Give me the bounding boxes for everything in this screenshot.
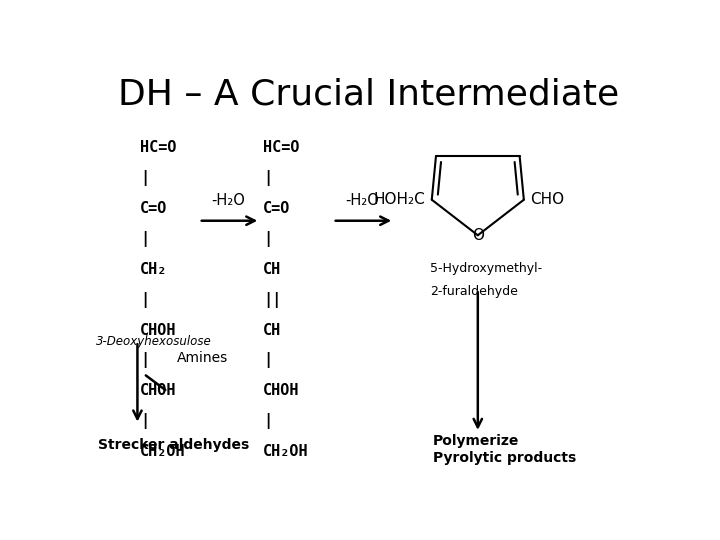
Text: |: |	[263, 353, 272, 368]
Text: |: |	[263, 231, 272, 247]
Text: -H₂O: -H₂O	[212, 193, 246, 208]
Text: |: |	[140, 413, 149, 429]
Text: 2-furaldehyde: 2-furaldehyde	[431, 285, 518, 298]
Text: HC=O: HC=O	[263, 140, 300, 156]
Text: CH₂OH: CH₂OH	[263, 444, 309, 459]
Text: CH₂OH: CH₂OH	[140, 444, 186, 459]
Text: |: |	[140, 170, 149, 186]
Text: |: |	[140, 292, 149, 308]
Text: CH: CH	[263, 262, 282, 277]
Text: HC=O: HC=O	[140, 140, 176, 156]
Text: |: |	[140, 231, 149, 247]
Text: O: O	[472, 228, 484, 243]
Text: HOH₂C: HOH₂C	[374, 192, 425, 207]
Text: Amines: Amines	[176, 351, 228, 365]
Text: 3-Deoxyhexosulose: 3-Deoxyhexosulose	[96, 335, 212, 348]
Text: Polymerize: Polymerize	[433, 434, 520, 448]
Text: CHOH: CHOH	[263, 383, 300, 399]
Text: CH: CH	[263, 322, 282, 338]
Text: 5-Hydroxymethyl-: 5-Hydroxymethyl-	[431, 262, 542, 275]
Text: CHOH: CHOH	[140, 322, 176, 338]
Text: DH – A Crucial Intermediate: DH – A Crucial Intermediate	[118, 77, 620, 111]
Text: C=O: C=O	[140, 201, 168, 216]
Text: CH₂: CH₂	[140, 262, 168, 277]
Text: Pyrolytic products: Pyrolytic products	[433, 451, 577, 465]
Text: Strecker aldehydes: Strecker aldehydes	[99, 438, 250, 453]
Text: |: |	[140, 353, 149, 368]
Text: |: |	[263, 413, 272, 429]
Text: |: |	[263, 170, 272, 186]
Text: CHO: CHO	[531, 192, 564, 207]
Text: -H₂O: -H₂O	[346, 193, 379, 208]
Text: CHOH: CHOH	[140, 383, 176, 399]
Text: ||: ||	[263, 292, 282, 308]
Text: C=O: C=O	[263, 201, 290, 216]
